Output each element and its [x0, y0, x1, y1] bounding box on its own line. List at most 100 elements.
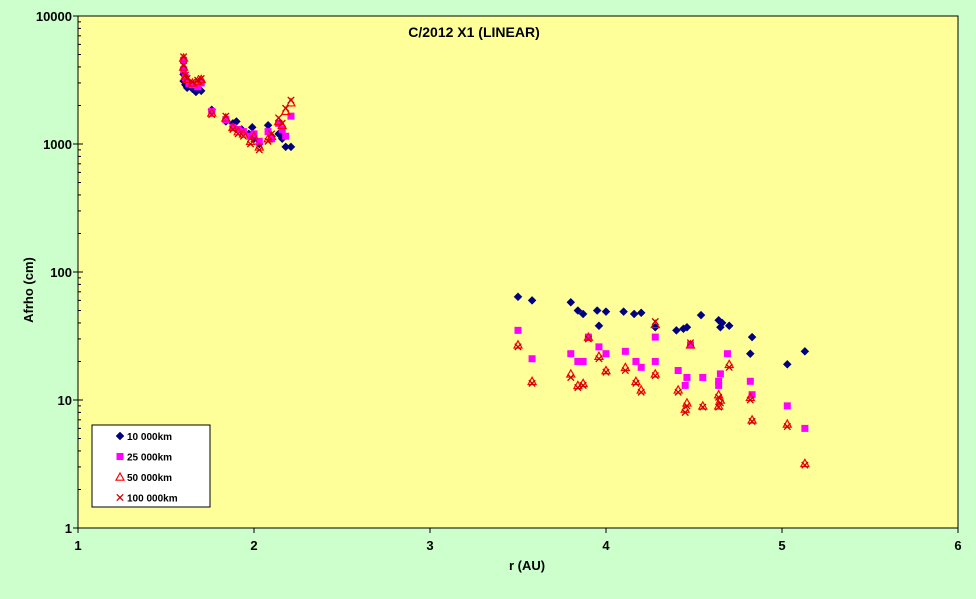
data-point	[222, 116, 230, 124]
data-point	[651, 333, 659, 341]
data-point	[716, 399, 725, 407]
legend-label: 100 000km	[127, 494, 178, 505]
data-point	[621, 347, 629, 355]
data-point	[783, 422, 791, 431]
data-point	[567, 350, 575, 358]
data-point	[686, 339, 695, 347]
data-point	[747, 332, 757, 342]
data-point	[632, 379, 640, 387]
legend-marker	[114, 471, 126, 481]
legend-marker	[116, 453, 124, 460]
data-point	[629, 309, 639, 319]
data-point	[528, 355, 536, 363]
legend-label: 10 000km	[127, 432, 172, 443]
data-point	[602, 350, 610, 358]
data-point	[621, 366, 630, 375]
data-point	[723, 350, 731, 358]
data-point	[725, 363, 733, 371]
data-point	[699, 403, 707, 411]
data-point	[194, 76, 202, 84]
data-point	[229, 123, 237, 131]
data-point	[278, 125, 286, 133]
data-point	[699, 373, 707, 381]
legend: 10 000km 25 000km 50 000km 100 000km	[91, 424, 211, 508]
data-point	[594, 321, 604, 331]
data-point	[239, 132, 248, 140]
y-tick-label: 100	[50, 265, 72, 280]
y-tick-label: 10000	[36, 9, 72, 24]
data-point	[282, 104, 290, 112]
data-point	[584, 335, 593, 343]
data-point	[651, 317, 659, 326]
data-point	[286, 142, 296, 152]
data-point	[178, 61, 189, 71]
data-point	[287, 96, 295, 104]
data-point	[179, 61, 188, 70]
x-axis: 1 2 3 4 5 6	[74, 528, 962, 553]
data-point	[651, 371, 659, 380]
y-tick-label: 1	[65, 521, 72, 536]
data-point	[748, 417, 756, 426]
x-axis-title: r (AU)	[509, 558, 545, 573]
data-point	[275, 119, 283, 127]
legend-label: 25 000km	[127, 453, 172, 464]
data-point	[197, 74, 205, 83]
data-point	[674, 367, 682, 375]
data-point	[801, 461, 809, 469]
data-point	[239, 128, 247, 136]
data-point	[232, 117, 241, 126]
data-point	[782, 359, 792, 369]
data-point	[278, 119, 286, 128]
legend-marker	[115, 431, 125, 441]
data-point	[716, 370, 724, 378]
data-point	[632, 357, 640, 365]
plot-area	[77, 15, 959, 529]
data-point	[282, 132, 290, 140]
data-point	[274, 114, 283, 122]
x-tick-label: 3	[426, 538, 433, 553]
data-point	[746, 377, 754, 385]
data-point	[264, 128, 272, 136]
data-point	[681, 408, 689, 417]
x-tick-label: 6	[954, 538, 961, 553]
series-square	[180, 56, 809, 432]
data-point	[601, 307, 611, 317]
data-point	[264, 137, 272, 145]
data-point	[717, 318, 727, 328]
data-point	[528, 379, 536, 387]
data-point	[183, 74, 191, 83]
data-point	[800, 346, 810, 356]
data-point	[592, 306, 602, 315]
data-point	[714, 403, 723, 411]
data-point	[672, 326, 681, 335]
data-point	[637, 363, 645, 371]
x-tick-label: 5	[778, 538, 785, 553]
data-point	[681, 381, 689, 389]
data-point	[527, 296, 537, 305]
y-tick-label: 1000	[43, 137, 72, 152]
legend-box	[91, 424, 211, 508]
data-point	[268, 135, 276, 143]
data-point	[574, 357, 582, 365]
data-point	[746, 396, 754, 404]
data-point	[715, 377, 723, 385]
data-point	[748, 391, 756, 399]
series-diamond	[179, 70, 810, 369]
data-point	[246, 140, 255, 148]
data-point	[566, 297, 576, 307]
data-point	[573, 306, 583, 315]
data-point	[255, 146, 263, 154]
data-point	[579, 381, 587, 390]
x-tick-label: 1	[74, 538, 81, 553]
data-point	[579, 357, 587, 365]
data-point	[514, 326, 522, 334]
y-axis-title: Afrho (cm)	[21, 257, 36, 323]
data-point	[683, 402, 691, 410]
data-point	[180, 56, 188, 64]
data-point	[234, 125, 242, 133]
data-point	[724, 321, 734, 331]
series-x	[179, 53, 809, 469]
data-point	[602, 368, 610, 376]
data-point	[222, 112, 230, 120]
legend-label: 50 000km	[127, 473, 172, 484]
